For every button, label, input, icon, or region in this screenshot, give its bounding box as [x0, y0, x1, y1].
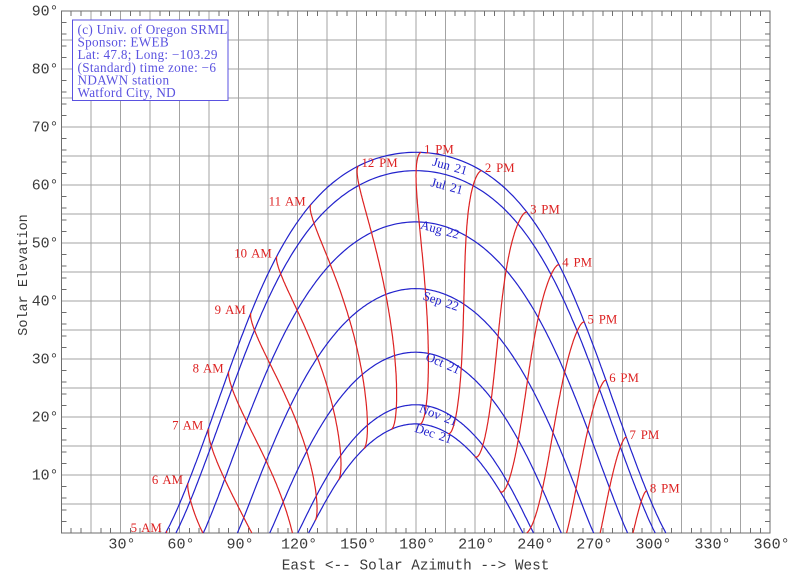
svg-text:(c) Univ. of Oregon SRML: (c) Univ. of Oregon SRML [78, 22, 228, 37]
svg-text:330°: 330° [694, 536, 730, 554]
svg-text:240°: 240° [517, 536, 553, 554]
svg-text:Solar Elevation: Solar Elevation [17, 214, 32, 336]
svg-text:5 PM: 5 PM [588, 313, 618, 327]
svg-text:60°: 60° [167, 536, 194, 554]
svg-text:Sponsor: EWEB: Sponsor: EWEB [78, 35, 169, 50]
svg-text:7 PM: 7 PM [630, 428, 660, 442]
svg-text:80°: 80° [32, 63, 59, 79]
svg-text:Lat: 47.8; Long: −103.29: Lat: 47.8; Long: −103.29 [78, 47, 218, 62]
svg-text:30°: 30° [32, 353, 59, 369]
svg-text:8 PM: 8 PM [650, 481, 680, 495]
svg-text:7 AM: 7 AM [172, 419, 203, 433]
svg-text:4 PM: 4 PM [562, 255, 592, 269]
svg-text:6 AM: 6 AM [152, 473, 183, 487]
svg-text:40°: 40° [32, 295, 59, 311]
svg-text:10 AM: 10 AM [234, 246, 272, 260]
svg-text:210°: 210° [458, 536, 494, 554]
svg-text:90°: 90° [227, 536, 254, 554]
svg-text:(Standard) time zone: −6: (Standard) time zone: −6 [78, 60, 217, 75]
svg-text:East <-- Solar Azimuth --> Wes: East <-- Solar Azimuth --> West [282, 559, 550, 575]
svg-text:10°: 10° [32, 469, 59, 485]
svg-text:70°: 70° [32, 121, 59, 137]
svg-text:8 AM: 8 AM [193, 361, 224, 375]
svg-text:12 PM: 12 PM [362, 156, 398, 170]
svg-text:NDAWN station: NDAWN station [78, 72, 170, 87]
svg-text:11 AM: 11 AM [269, 195, 306, 209]
svg-text:3 PM: 3 PM [530, 202, 560, 216]
svg-text:50°: 50° [32, 237, 59, 253]
svg-text:60°: 60° [32, 179, 59, 195]
svg-text:30°: 30° [108, 536, 135, 554]
svg-text:300°: 300° [635, 536, 671, 554]
svg-text:360°: 360° [753, 536, 789, 554]
svg-text:150°: 150° [340, 536, 376, 554]
svg-text:120°: 120° [281, 536, 317, 554]
svg-text:180°: 180° [399, 536, 435, 554]
svg-text:1 PM: 1 PM [424, 142, 454, 156]
svg-text:2 PM: 2 PM [485, 161, 515, 175]
svg-text:Watford City, ND: Watford City, ND [78, 85, 176, 100]
svg-text:9 AM: 9 AM [215, 303, 246, 317]
svg-text:270°: 270° [576, 536, 612, 554]
svg-text:6 PM: 6 PM [609, 371, 639, 385]
svg-text:90°: 90° [32, 5, 59, 21]
svg-text:5 AM: 5 AM [131, 521, 162, 535]
svg-text:20°: 20° [32, 411, 59, 427]
